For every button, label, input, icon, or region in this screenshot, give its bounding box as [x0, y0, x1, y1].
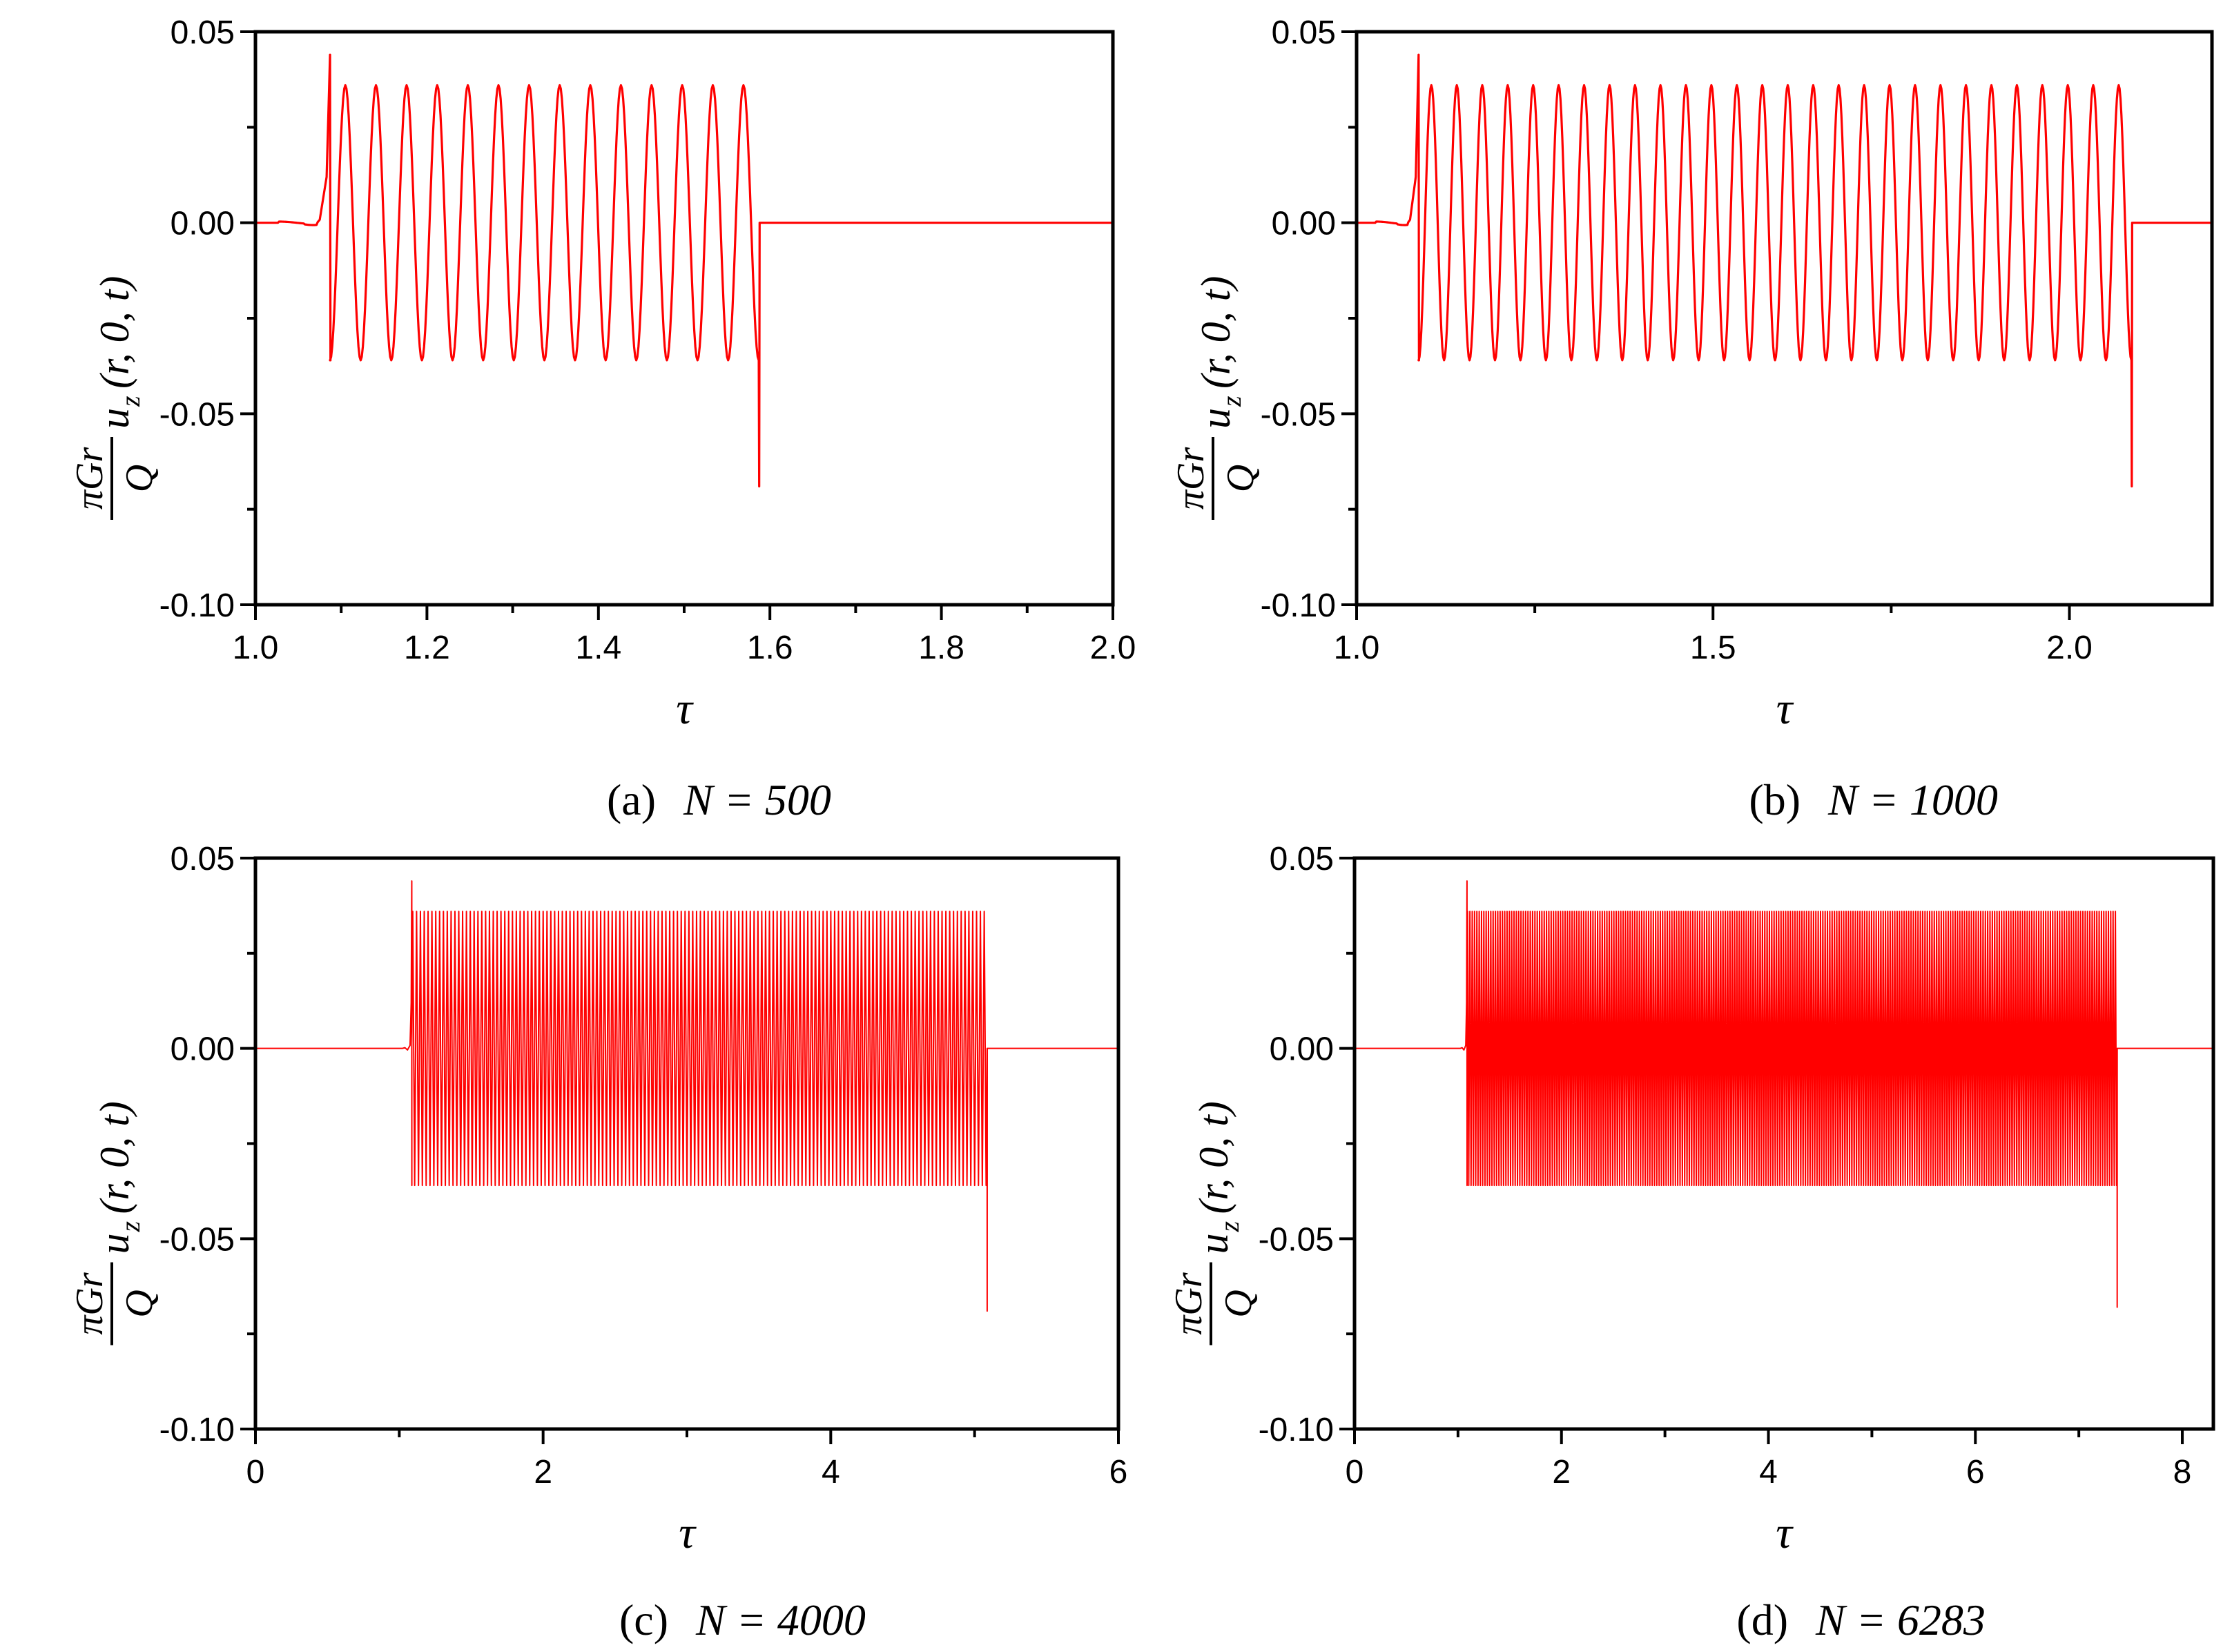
y-tick-label: 0.05 — [1272, 14, 1336, 51]
y-label-denominator: Q — [118, 1290, 161, 1317]
y-axis-label: πGr Quz (r, 0, t) — [68, 276, 161, 520]
x-axis-label: τ — [676, 683, 694, 734]
y-label-symbol: u — [92, 408, 137, 429]
x-tick-label: 6 — [1109, 1454, 1128, 1490]
y-label-denominator: Q — [1217, 1290, 1260, 1317]
x-tick-label: 4 — [822, 1454, 840, 1490]
y-label-symbol: u — [92, 1234, 137, 1254]
y-label-numerator: πGr — [68, 447, 111, 509]
y-tick-label: -0.05 — [159, 396, 235, 433]
x-tick-label: 2.0 — [2046, 630, 2093, 666]
chart-panel-d: 0 2 4 6 8 0.05 0.00 -0.05 -0.10 τ πGr Quz (r, 0, t) (… — [1167, 841, 2215, 1644]
y-tick-label: -0.05 — [1261, 396, 1336, 433]
x-tick-label: 2.0 — [1090, 630, 1136, 666]
x-tick-label: 1.2 — [404, 630, 450, 666]
x-tick-label: 6 — [1966, 1454, 1985, 1490]
x-tick-label: 2 — [1552, 1454, 1571, 1490]
panel-caption-equation: N = 4000 — [695, 1595, 866, 1644]
x-axis-label: τ — [1776, 683, 1794, 734]
y-tick-label: 0.00 — [1272, 206, 1336, 242]
panel-caption-equation: N = 1000 — [1827, 775, 1998, 824]
x-tick-label: 0 — [1346, 1454, 1364, 1490]
panel-caption-prefix: (a) — [607, 775, 656, 824]
x-tick-label: 1.8 — [918, 630, 964, 666]
y-label-args: (r, 0, t) — [92, 1101, 137, 1214]
panel-caption-prefix: (b) — [1749, 775, 1801, 824]
x-axis-label: τ — [679, 1508, 697, 1558]
y-label-subscript: z — [115, 396, 146, 407]
chart-panel-b: 1.0 1.5 2.0 0.05 0.00 -0.05 -0.10 τ πGr Quz (r, 0,… — [1170, 14, 2214, 824]
y-tick-label: 0.05 — [171, 841, 235, 877]
y-label-symbol: u — [1193, 408, 1239, 429]
y-label-subscript: z — [115, 1221, 146, 1233]
panel-caption-prefix: (d) — [1736, 1595, 1788, 1644]
series-line — [255, 53, 1113, 488]
x-tick-label: 1.0 — [1334, 630, 1380, 666]
y-label-numerator: πGr — [1170, 447, 1212, 509]
y-label-args: (r, 0, t) — [92, 276, 137, 389]
y-tick-label: 0.00 — [171, 206, 235, 242]
y-axis-label: πGr Quz (r, 0, t) — [1170, 276, 1262, 520]
y-axis-label: πGr Quz (r, 0, t) — [1167, 1101, 1260, 1345]
y-label-subscript: z — [1214, 1221, 1245, 1233]
panel-caption-prefix: (c) — [619, 1595, 668, 1644]
x-tick-label: 1.4 — [575, 630, 621, 666]
y-axis-label: πGr Quz (r, 0, t) — [68, 1101, 161, 1345]
x-axis-label: τ — [1776, 1508, 1794, 1558]
y-label-numerator: πGr — [1167, 1272, 1210, 1334]
x-tick-label: 1.6 — [747, 630, 793, 666]
chart-panel-a: 1.0 1.2 1.4 1.6 1.8 2.0 0.05 0.00 -0.05 -0.10 τ πGr… — [68, 14, 1136, 824]
y-tick-label: -0.05 — [159, 1221, 235, 1258]
chart-panel-c: 0 2 4 6 0.05 0.00 -0.05 -0.10 τ πGr Quz (r, 0, t) (c… — [68, 841, 1127, 1644]
x-tick-label: 8 — [2173, 1454, 2192, 1490]
panel-caption-equation: N = 6283 — [1815, 1595, 1986, 1644]
x-tick-label: 0 — [246, 1454, 265, 1490]
y-label-numerator: πGr — [68, 1272, 111, 1334]
y-tick-label: 0.00 — [171, 1031, 235, 1068]
y-tick-label: -0.10 — [159, 587, 235, 624]
y-label-args: (r, 0, t) — [1191, 1101, 1236, 1214]
x-tick-label: 2 — [534, 1454, 552, 1490]
y-label-symbol: u — [1191, 1234, 1236, 1254]
x-tick-label: 1.0 — [233, 630, 279, 666]
y-label-args: (r, 0, t) — [1193, 276, 1239, 389]
series-line — [255, 880, 1118, 1312]
y-tick-label: 0.00 — [1270, 1031, 1334, 1068]
y-label-denominator: Q — [1219, 465, 1262, 492]
y-label-denominator: Q — [118, 465, 161, 492]
y-tick-label: -0.10 — [1259, 1412, 1334, 1448]
x-tick-label: 1.5 — [1690, 630, 1736, 666]
panel-caption-equation: N = 500 — [683, 775, 831, 824]
series-line — [1357, 53, 2212, 488]
series-line — [1355, 880, 2213, 1308]
x-tick-label: 4 — [1759, 1454, 1778, 1490]
plot-frame — [253, 30, 1115, 607]
y-tick-label: -0.10 — [159, 1412, 235, 1448]
y-tick-label: -0.05 — [1259, 1221, 1334, 1258]
y-tick-label: 0.05 — [1270, 841, 1334, 877]
y-tick-label: -0.10 — [1261, 587, 1336, 624]
y-tick-label: 0.05 — [171, 14, 235, 51]
y-label-subscript: z — [1216, 396, 1247, 407]
